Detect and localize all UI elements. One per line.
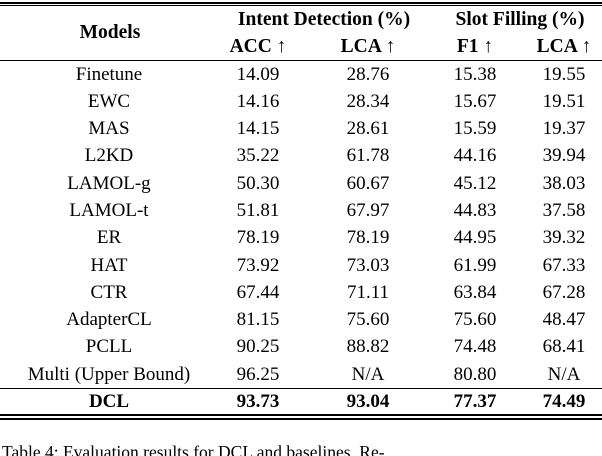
lca-slot-cell: 67.33	[542, 254, 586, 276]
table-header: Models Intent Detection (%) Slot Filling…	[0, 6, 602, 61]
table-row: CTR 67.44 71.11 63.84 67.28	[0, 279, 602, 306]
model-cell: HAT	[90, 254, 128, 276]
table-row: Finetune 14.09 28.76 15.38 19.55	[0, 60, 602, 88]
model-cell: PCLL	[85, 336, 133, 358]
lca-slot-cell: 39.94	[542, 145, 586, 167]
table-row: Multi (Upper Bound) 96.25 N/A 80.80 N/A	[0, 360, 602, 390]
table-row: EWC 14.16 28.34 15.67 19.51	[0, 88, 602, 115]
f1-cell: 80.80	[424, 360, 526, 390]
lca-intent-cell: N/A	[312, 360, 424, 390]
table-row: ER 78.19 78.19 44.95 39.32	[0, 224, 602, 251]
model-cell: Multi (Upper Bound)	[0, 360, 204, 390]
acc-cell: 35.22	[236, 145, 280, 167]
lca-intent-cell: 88.82	[346, 336, 390, 358]
acc-column-header: ACC ↑	[204, 33, 312, 61]
table-caption: Table 4: Evaluation results for DCL and …	[2, 441, 385, 456]
f1-cell: 75.60	[453, 309, 497, 331]
lca-slot-cell: 48.47	[542, 309, 586, 331]
table-row: AdapterCL 81.15 75.60 75.60 48.47	[0, 306, 602, 333]
results-table: Models Intent Detection (%) Slot Filling…	[0, 6, 602, 414]
f1-cell: 15.38	[453, 63, 497, 85]
intent-detection-group-header: Intent Detection (%)	[237, 9, 411, 30]
lca-intent-cell: 28.76	[346, 63, 390, 85]
model-cell: AdapterCL	[66, 309, 152, 331]
sub-header-row: ACC ↑ LCA ↑ F1 ↑ LCA ↑	[0, 33, 602, 61]
lca-intent-cell: 28.34	[346, 90, 390, 112]
model-cell: EWC	[87, 90, 131, 112]
lca-slot-column-header: LCA ↑	[526, 33, 602, 61]
table-bottom-rule	[0, 414, 602, 420]
lca-slot-cell: 19.37	[542, 118, 586, 140]
acc-cell: 81.15	[236, 309, 280, 331]
lca-intent-cell: 67.97	[346, 199, 390, 221]
model-cell: DCL	[88, 391, 130, 413]
acc-cell: 93.73	[236, 391, 280, 413]
acc-cell: 14.09	[236, 63, 280, 85]
dcl-result-row: DCL 93.73 93.04 77.37 74.49	[0, 389, 602, 415]
acc-cell: 96.25	[204, 360, 312, 390]
table-row: PCLL 90.25 88.82 74.48 68.41	[0, 333, 602, 360]
f1-cell: 45.12	[453, 172, 497, 194]
lca-slot-cell: 67.28	[542, 281, 586, 303]
model-cell: LAMOL-t	[69, 199, 149, 221]
f1-column-header: F1 ↑	[424, 33, 526, 61]
lca-slot-cell: 39.32	[542, 227, 586, 249]
lca-slot-cell: 19.51	[542, 90, 586, 112]
lca-slot-cell: 19.55	[542, 63, 586, 85]
table-row: LAMOL-g 50.30 60.67 45.12 38.03	[0, 170, 602, 197]
model-cell: LAMOL-g	[67, 172, 151, 194]
table-row: LAMOL-t 51.81 67.97 44.83 37.58	[0, 197, 602, 224]
lca-intent-cell: 28.61	[346, 118, 390, 140]
models-column-header: Models	[0, 6, 204, 61]
lca-slot-cell: 38.03	[542, 172, 586, 194]
table-top-rule	[0, 1, 602, 6]
f1-cell: 44.83	[453, 199, 497, 221]
f1-cell: 63.84	[453, 281, 497, 303]
lca-intent-cell: 60.67	[346, 172, 390, 194]
acc-cell: 50.30	[236, 172, 280, 194]
lca-slot-cell: 37.58	[542, 199, 586, 221]
f1-cell: 15.59	[453, 118, 497, 140]
model-cell: L2KD	[84, 145, 134, 167]
f1-cell: 77.37	[453, 391, 497, 413]
table-row: MAS 14.15 28.61 15.59 19.37	[0, 115, 602, 142]
model-cell: MAS	[88, 118, 130, 140]
table-body: Finetune 14.09 28.76 15.38 19.55 EWC 14.…	[0, 60, 602, 390]
lca-intent-cell: 93.04	[346, 391, 390, 413]
table-row: L2KD 35.22 61.78 44.16 39.94	[0, 142, 602, 169]
f1-cell: 74.48	[453, 336, 497, 358]
slot-filling-group-header: Slot Filling (%)	[455, 9, 585, 30]
lca-slot-cell: 68.41	[542, 336, 586, 358]
model-cell: CTR	[90, 281, 128, 303]
acc-cell: 90.25	[236, 336, 280, 358]
acc-cell: 14.16	[236, 90, 280, 112]
acc-cell: 14.15	[236, 118, 280, 140]
lca-slot-cell: N/A	[526, 360, 602, 390]
lca-slot-cell: 74.49	[542, 391, 586, 413]
lca-intent-cell: 78.19	[346, 227, 390, 249]
model-cell: ER	[96, 227, 122, 249]
f1-cell: 15.67	[453, 90, 497, 112]
f1-cell: 61.99	[453, 254, 497, 276]
lca-intent-cell: 61.78	[346, 145, 390, 167]
lca-intent-cell: 71.11	[346, 281, 390, 303]
table-row: HAT 73.92 73.03 61.99 67.33	[0, 252, 602, 279]
lca-intent-column-header: LCA ↑	[312, 33, 424, 61]
model-cell: Finetune	[75, 63, 143, 85]
acc-cell: 73.92	[236, 254, 280, 276]
lca-intent-cell: 75.60	[346, 309, 390, 331]
f1-cell: 44.95	[453, 227, 497, 249]
group-header-row: Models Intent Detection (%) Slot Filling…	[0, 6, 602, 61]
final-row-body: DCL 93.73 93.04 77.37 74.49	[0, 389, 602, 415]
lca-intent-cell: 73.03	[346, 254, 390, 276]
acc-cell: 51.81	[236, 199, 280, 221]
acc-cell: 78.19	[236, 227, 280, 249]
f1-cell: 44.16	[453, 145, 497, 167]
acc-cell: 67.44	[236, 281, 280, 303]
